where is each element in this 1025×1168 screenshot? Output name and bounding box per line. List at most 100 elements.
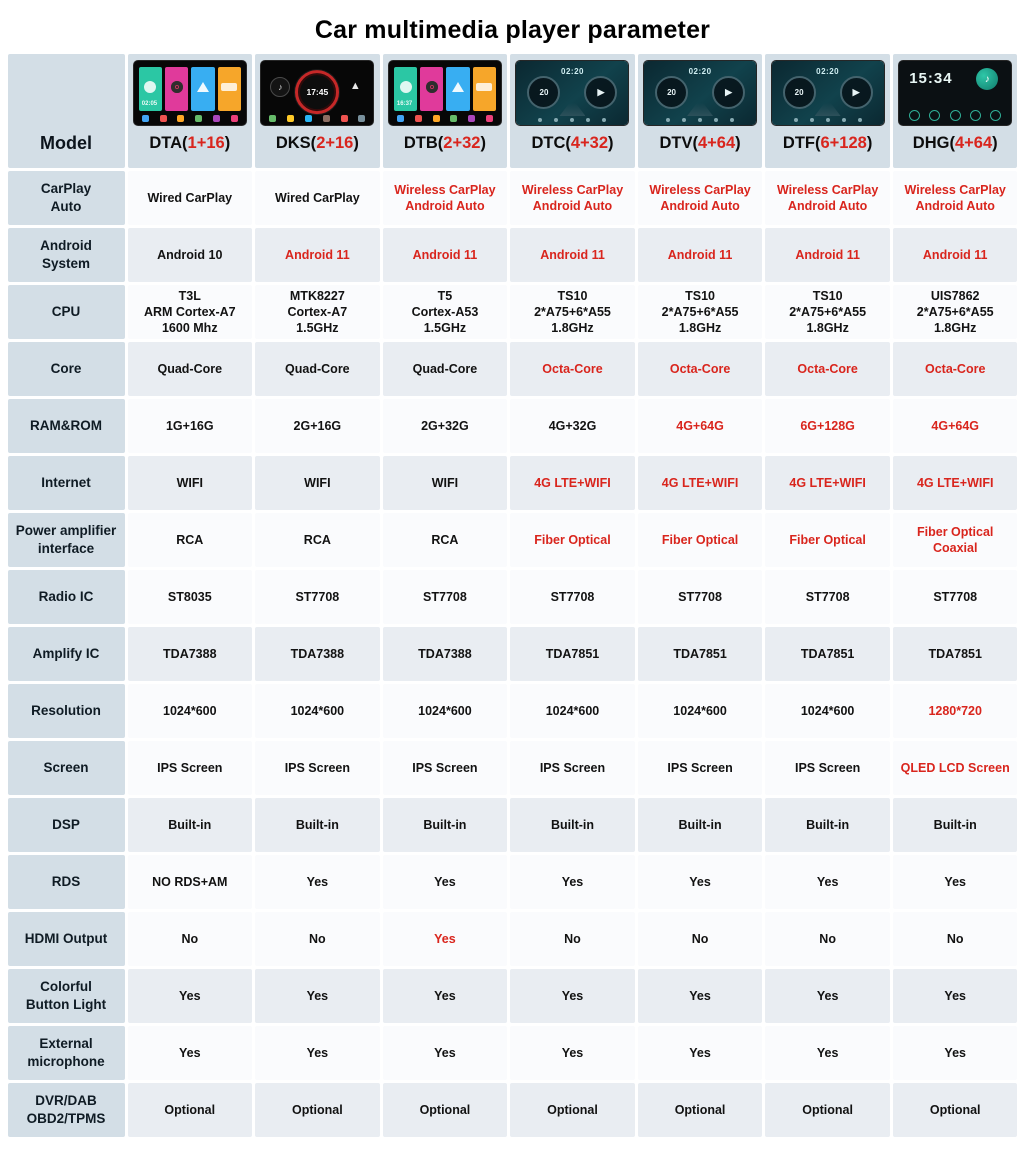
spec-cell: 4G LTE+WIFI	[637, 456, 763, 510]
shortcut-row	[793, 118, 862, 122]
clock-text: 02:20	[688, 67, 712, 76]
row-label-hdmi-output: HDMI Output	[7, 912, 125, 966]
spec-cell: ST8035	[127, 570, 253, 624]
spec-cell: 4G LTE+WIFI	[765, 456, 890, 510]
row-label-colorful-button-light: Colorful Button Light	[7, 969, 125, 1023]
app-icon	[340, 115, 348, 122]
spec-cell: Quad-Core	[382, 342, 508, 396]
launcher-card	[165, 67, 189, 111]
spec-cell: Optional	[637, 1083, 763, 1137]
spec-cell: 4G LTE+WIFI	[510, 456, 635, 510]
spec-cell: TDA7851	[510, 627, 635, 681]
column-header-dtb: 16:37 DTB(2+32)	[382, 54, 508, 168]
clock-text: 15:34	[909, 70, 953, 87]
spec-cell: Android 10	[127, 228, 253, 282]
vinyl-record-icon	[425, 80, 438, 93]
app-icon	[909, 110, 921, 121]
spec-cell: ST7708	[765, 570, 890, 624]
model-name: DTF(6+128)	[782, 134, 873, 152]
spec-cell: Yes	[765, 969, 890, 1023]
app-icon	[304, 115, 312, 122]
spec-cell: Optional	[382, 1083, 508, 1137]
spec-cell: 6G+128G	[765, 399, 890, 453]
spec-cell: Yes	[637, 855, 763, 909]
volume-dial: 20	[782, 76, 816, 109]
spec-cell: TS10 2*A75+6*A55 1.8GHz	[765, 285, 890, 339]
spec-cell: TS10 2*A75+6*A55 1.8GHz	[510, 285, 635, 339]
spec-cell: ST7708	[255, 570, 380, 624]
row-label-carplay-auto: CarPlay Auto	[7, 171, 125, 225]
clock-text: 17:45	[306, 87, 329, 98]
clock-text: 02:05	[141, 101, 158, 107]
product-screenshot-dtb: 16:37	[388, 61, 501, 125]
shortcut-icon	[586, 118, 591, 122]
spec-cell: Wireless CarPlay Android Auto	[510, 171, 635, 225]
spec-cell: Yes	[382, 912, 508, 966]
spec-cell: Wireless CarPlay Android Auto	[892, 171, 1018, 225]
spec-cell: TDA7388	[127, 627, 253, 681]
spec-cell: Yes	[127, 1026, 253, 1080]
spec-cell: 1280*720	[892, 684, 1018, 738]
shortcut-icon	[602, 118, 607, 122]
volume-dial: 20	[655, 76, 689, 109]
launcher-card	[446, 67, 470, 111]
nav-arrow-icon	[452, 81, 465, 92]
row-label-dvr-dab-obd2-tpms: DVR/DAB OBD2/TPMS	[7, 1083, 125, 1137]
clock-text: 16:37	[396, 101, 413, 107]
spec-cell: Yes	[127, 969, 253, 1023]
play-dial: ▶	[712, 76, 746, 109]
radio-icon	[221, 82, 238, 91]
launcher-card	[393, 67, 418, 111]
shortcut-icon	[825, 118, 830, 122]
spec-cell: 1G+16G	[127, 399, 253, 453]
spec-cell: TDA7388	[382, 627, 508, 681]
row-label-resolution: Resolution	[7, 684, 125, 738]
column-header-dtc: 02:20 20 ▶ DTC(4+32)	[510, 54, 635, 168]
app-icon	[322, 115, 330, 122]
app-icon	[159, 115, 167, 122]
spec-cell: Built-in	[127, 798, 253, 852]
row-label-amplify-ic: Amplify IC	[7, 627, 125, 681]
spec-cell: Wireless CarPlay Android Auto	[637, 171, 763, 225]
spec-cell: Wired CarPlay	[127, 171, 253, 225]
spec-cell: 4G+64G	[637, 399, 763, 453]
spec-cell: IPS Screen	[765, 741, 890, 795]
spec-cell: Yes	[765, 855, 890, 909]
product-screenshot-dtf: 02:20 20 ▶	[771, 61, 884, 125]
shortcut-icon	[538, 118, 543, 122]
spec-cell: Built-in	[382, 798, 508, 852]
spec-cell: TS10 2*A75+6*A55 1.8GHz	[637, 285, 763, 339]
app-icon	[287, 115, 295, 122]
spec-cell: Yes	[382, 969, 508, 1023]
spec-cell: RCA	[382, 513, 508, 567]
shortcut-icon	[793, 118, 798, 122]
spec-cell: Yes	[892, 1026, 1018, 1080]
spec-cell: 2G+16G	[255, 399, 380, 453]
spec-comparison-table: Model 02:05 DTA(1+16) 17:45 ♪ ▲ DKS(2+16) 16:3…	[7, 54, 1018, 1137]
spec-cell: Yes	[510, 969, 635, 1023]
row-label-radio-ic: Radio IC	[7, 570, 125, 624]
launcher-card	[138, 67, 163, 111]
spec-cell: Fiber Optical	[637, 513, 763, 567]
music-note-icon: ♪	[270, 77, 291, 97]
spec-cell: Quad-Core	[127, 342, 253, 396]
row-label-rds: RDS	[7, 855, 125, 909]
spec-cell: Android 11	[892, 228, 1018, 282]
model-ram-rom-spec: 4+64	[697, 134, 736, 152]
spec-cell: Wireless CarPlay Android Auto	[765, 171, 890, 225]
spec-cell: Yes	[255, 1026, 380, 1080]
launcher-cards	[393, 67, 496, 111]
model-name: DKS(2+16)	[275, 134, 359, 152]
spec-cell: WIFI	[127, 456, 253, 510]
spec-cell: Octa-Core	[765, 342, 890, 396]
spec-cell: ST7708	[637, 570, 763, 624]
product-screenshot-dtc: 02:20 20 ▶	[516, 61, 629, 125]
clock-text: 02:20	[561, 67, 584, 76]
shortcut-icon	[682, 118, 687, 122]
launcher-card	[191, 67, 215, 111]
spec-cell: Fiber Optical	[765, 513, 890, 567]
row-label-core: Core	[7, 342, 125, 396]
spec-cell: Yes	[765, 1026, 890, 1080]
model-ram-rom-spec: 2+16	[316, 134, 354, 152]
spec-cell: TDA7388	[255, 627, 380, 681]
